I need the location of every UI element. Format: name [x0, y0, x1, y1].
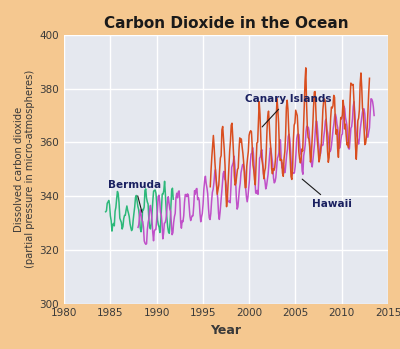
Title: Carbon Dioxide in the Ocean: Carbon Dioxide in the Ocean	[104, 16, 348, 31]
X-axis label: Year: Year	[210, 324, 242, 337]
Y-axis label: Dissolved carbon dioxide
(partial pressure in micro-atmospheres): Dissolved carbon dioxide (partial pressu…	[14, 70, 35, 268]
Text: Bermuda: Bermuda	[108, 180, 162, 212]
Text: Hawaii: Hawaii	[302, 179, 352, 209]
Text: Canary Islands: Canary Islands	[244, 94, 331, 127]
